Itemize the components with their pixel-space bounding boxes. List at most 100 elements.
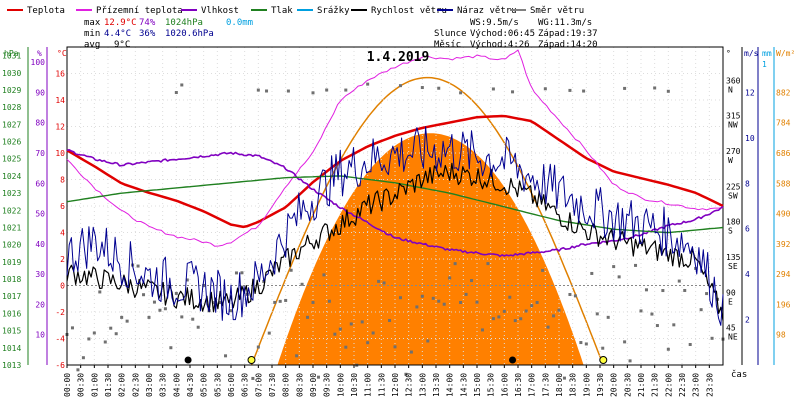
wind-dir-point [322, 273, 326, 277]
dir-cardinal-label: N [728, 85, 733, 94]
moon-label: Měsíc [434, 40, 461, 50]
hpa-tick-label: 1021 [2, 223, 21, 232]
hpa-tick-label: 1019 [2, 258, 21, 267]
solar-radiation-area [259, 133, 596, 365]
stats-avg-temp: 9°C [114, 40, 130, 50]
temp-tick-label: 10 [55, 149, 65, 158]
wind-dir-point [360, 320, 364, 324]
pct-tick-label: 70 [35, 149, 45, 158]
x-tick-label: 13:00 [418, 373, 427, 397]
wind-dir-point [513, 319, 517, 323]
wind-dir-point [76, 368, 80, 372]
wind-dir-point [256, 88, 260, 92]
wind-dir-point [634, 263, 638, 267]
axis-unit-ms: m/s [744, 49, 759, 58]
temp-tick-label: -6 [55, 361, 65, 370]
wind-dir-point [240, 271, 244, 275]
temp-tick-label: 6 [60, 202, 65, 211]
wind-dir-point [158, 308, 162, 312]
wind-dir-point [349, 322, 353, 326]
stats-max-hum: 74% [139, 18, 156, 28]
temp-tick-label: 14 [55, 96, 65, 105]
ms-tick-label: 12 [745, 88, 755, 97]
dir-tick-label: 360 [726, 76, 741, 85]
x-tick-label: 01:00 [90, 373, 99, 397]
x-tick-label: 09:30 [323, 373, 332, 397]
wm2-tick-label: 392 [776, 240, 791, 249]
wind-dir-point [617, 275, 621, 279]
x-tick-label: 02:30 [131, 373, 140, 397]
x-tick-label: 09:00 [309, 373, 318, 397]
wind-dir-point [437, 86, 441, 90]
x-tick-label: 10:30 [350, 373, 359, 397]
wind-dir-point [459, 91, 463, 95]
legend-label: Tlak [271, 6, 293, 16]
x-tick-label: 14:00 [446, 373, 455, 397]
wm2-tick-label: 490 [776, 210, 791, 219]
axis-unit-mm: mm [762, 49, 772, 58]
wind-dir-point [639, 309, 643, 313]
wind-dir-point [202, 283, 206, 287]
wind-dir-point [453, 262, 457, 266]
wind-dir-point [543, 87, 547, 91]
wind-dir-point [541, 268, 545, 272]
wind-dir-point [251, 376, 255, 380]
sun-set: Západ:19:37 [538, 29, 598, 39]
legend-label: Teplota [27, 6, 65, 16]
wind-dir-point [295, 354, 299, 358]
sun-rise: Východ:06:45 [470, 29, 535, 39]
x-tick-label: 07:00 [254, 373, 263, 397]
ms-tick-label: 10 [745, 134, 755, 143]
dir-cardinal-label: NE [728, 333, 738, 342]
wind-dir-point [311, 300, 315, 304]
dir-tick-label: 180 [726, 218, 741, 227]
wind-dir-point [568, 88, 572, 92]
chart-title: 1.4.2019 [367, 50, 430, 65]
x-tick-label: 20:00 [610, 373, 619, 397]
pct-tick-label: 20 [35, 300, 45, 309]
wind-dir-point [70, 326, 74, 330]
wm2-tick-label: 588 [776, 179, 791, 188]
wind-dir-point [491, 87, 495, 91]
x-tick-label: 23:30 [705, 373, 714, 397]
x-tick-label: 04:00 [172, 373, 181, 397]
x-tick-label: 15:00 [473, 373, 482, 397]
wind-dir-point [557, 308, 561, 312]
x-tick-label: 20:30 [623, 373, 632, 397]
wind-dir-point [316, 375, 320, 379]
x-tick-label: 21:30 [651, 373, 660, 397]
wind-dir-point [311, 91, 315, 95]
temp-tick-label: 8 [60, 176, 65, 185]
wind-dir-point [475, 300, 479, 304]
wind-dir-point [666, 89, 670, 93]
wm2-tick-label: 784 [776, 119, 791, 128]
x-tick-label: 13:30 [432, 373, 441, 397]
wind-dir-point [306, 315, 310, 319]
wind-dir-point [125, 319, 129, 323]
hpa-tick-label: 1025 [2, 155, 21, 164]
wind-dir-point [87, 337, 91, 341]
hpa-tick-label: 1018 [2, 275, 21, 284]
wind-dir-point [464, 292, 468, 296]
x-tick-label: 05:30 [213, 373, 222, 397]
stats-max-rain: 0.0mm [226, 18, 253, 28]
wind-dir-point [623, 86, 627, 90]
x-tick-label: 08:30 [295, 373, 304, 397]
sun-marker [599, 356, 608, 364]
wind-dir-point [491, 317, 495, 321]
wind-dir-point [562, 376, 566, 380]
wind-dir-point [300, 282, 304, 286]
wind-dir-point [174, 91, 178, 95]
wind-dir-point [256, 345, 260, 349]
dir-tick-label: 90 [726, 288, 736, 297]
wind-dir-point [699, 308, 703, 312]
wind-dir-point [535, 300, 539, 304]
wind-dir-point [366, 341, 370, 345]
x-tick-label: 23:00 [692, 373, 701, 397]
wind-dir-point [448, 276, 452, 280]
x-tick-label: 11:00 [364, 373, 373, 397]
x-tick-label: 19:30 [596, 373, 605, 397]
axis-unit-temp: °C [57, 49, 67, 58]
wind-dir-point [273, 300, 277, 304]
stats-max-label: max [84, 18, 101, 28]
